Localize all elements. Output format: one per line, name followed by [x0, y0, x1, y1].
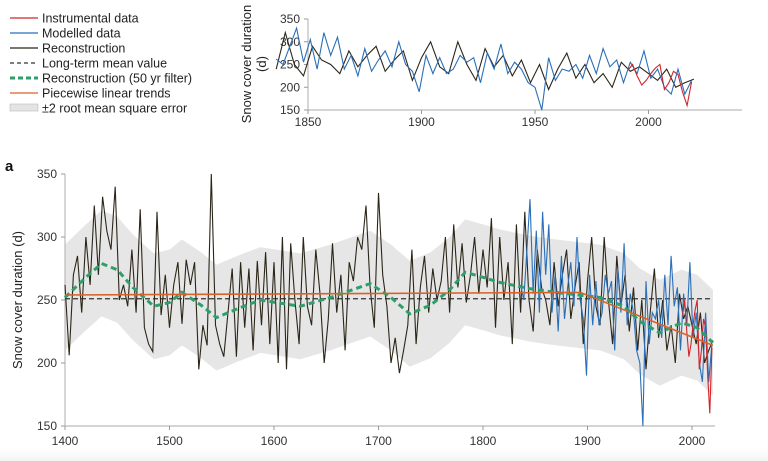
legend-label: Reconstruction (50 yr filter)	[42, 72, 192, 86]
y-tick-label: 350	[37, 167, 57, 181]
legend-item: Instrumental data	[10, 12, 139, 26]
bottom-fade	[0, 448, 768, 461]
y-tick-label: 300	[280, 35, 300, 49]
legend-label: Piecewise linear trends	[42, 87, 171, 101]
y-axis-title: Snow cover duration (d)	[10, 231, 25, 369]
legend-label: Reconstruction	[42, 42, 125, 56]
panel-label: a	[5, 158, 14, 175]
inset-y-axis-title: Snow cover duration	[239, 5, 254, 124]
modelled-data-line	[275, 26, 693, 111]
x-tick-label: 2000	[635, 115, 662, 129]
modelled-data-line	[520, 199, 713, 427]
inset-y-axis-unit: (d)	[254, 56, 269, 72]
y-tick-label: 300	[37, 230, 57, 244]
legend-label: Modelled data	[42, 27, 121, 41]
legend-swatch-band	[9, 103, 39, 112]
x-tick-label: 1900	[408, 115, 435, 129]
y-tick-label: 200	[280, 80, 300, 94]
x-tick-label: 1700	[365, 434, 392, 448]
x-tick-label: 1850	[295, 115, 322, 129]
legend-label: Instrumental data	[42, 12, 139, 26]
legend-label: ±2 root mean square error	[42, 102, 187, 116]
x-tick-label: 1950	[522, 115, 549, 129]
x-tick-label: 1900	[574, 434, 601, 448]
legend-item: ±2 root mean square error	[9, 102, 187, 116]
legend-label: Long-term mean value	[42, 57, 167, 71]
reconstruction-line	[64, 173, 714, 374]
legend-item: Long-term mean value	[10, 57, 167, 71]
instrumental-data-line	[627, 63, 693, 108]
piecewise-trend-line	[64, 291, 714, 347]
legend-item: Modelled data	[10, 27, 121, 41]
main-chart: 150 200 250 300 350 1400 1500 1600 1700 1800 1900 2…	[10, 167, 715, 461]
inset-chart: 150 200 250 300 350 1850 1900 1950 2000 Snow cove…	[239, 5, 742, 129]
y-tick-label: 150	[37, 419, 57, 433]
y-tick-label: 200	[37, 356, 57, 370]
instrumental-data-line	[682, 299, 713, 414]
x-tick-label: 2000	[679, 434, 706, 448]
x-tick-label: 1500	[156, 434, 183, 448]
rmse-band	[65, 210, 713, 396]
legend-item: Piecewise linear trends	[10, 87, 171, 101]
y-tick-label: 250	[37, 293, 57, 307]
x-tick-label: 1400	[52, 434, 79, 448]
y-tick-label: 150	[280, 103, 300, 117]
y-tick-label: 350	[280, 12, 300, 26]
x-tick-label: 1600	[261, 434, 288, 448]
x-tick-label: 1800	[470, 434, 497, 448]
legend-item: Reconstruction (50 yr filter)	[10, 72, 192, 86]
legend-item: Reconstruction	[10, 42, 125, 56]
reconstruction-line	[275, 30, 695, 91]
y-tick-label: 250	[280, 58, 300, 72]
